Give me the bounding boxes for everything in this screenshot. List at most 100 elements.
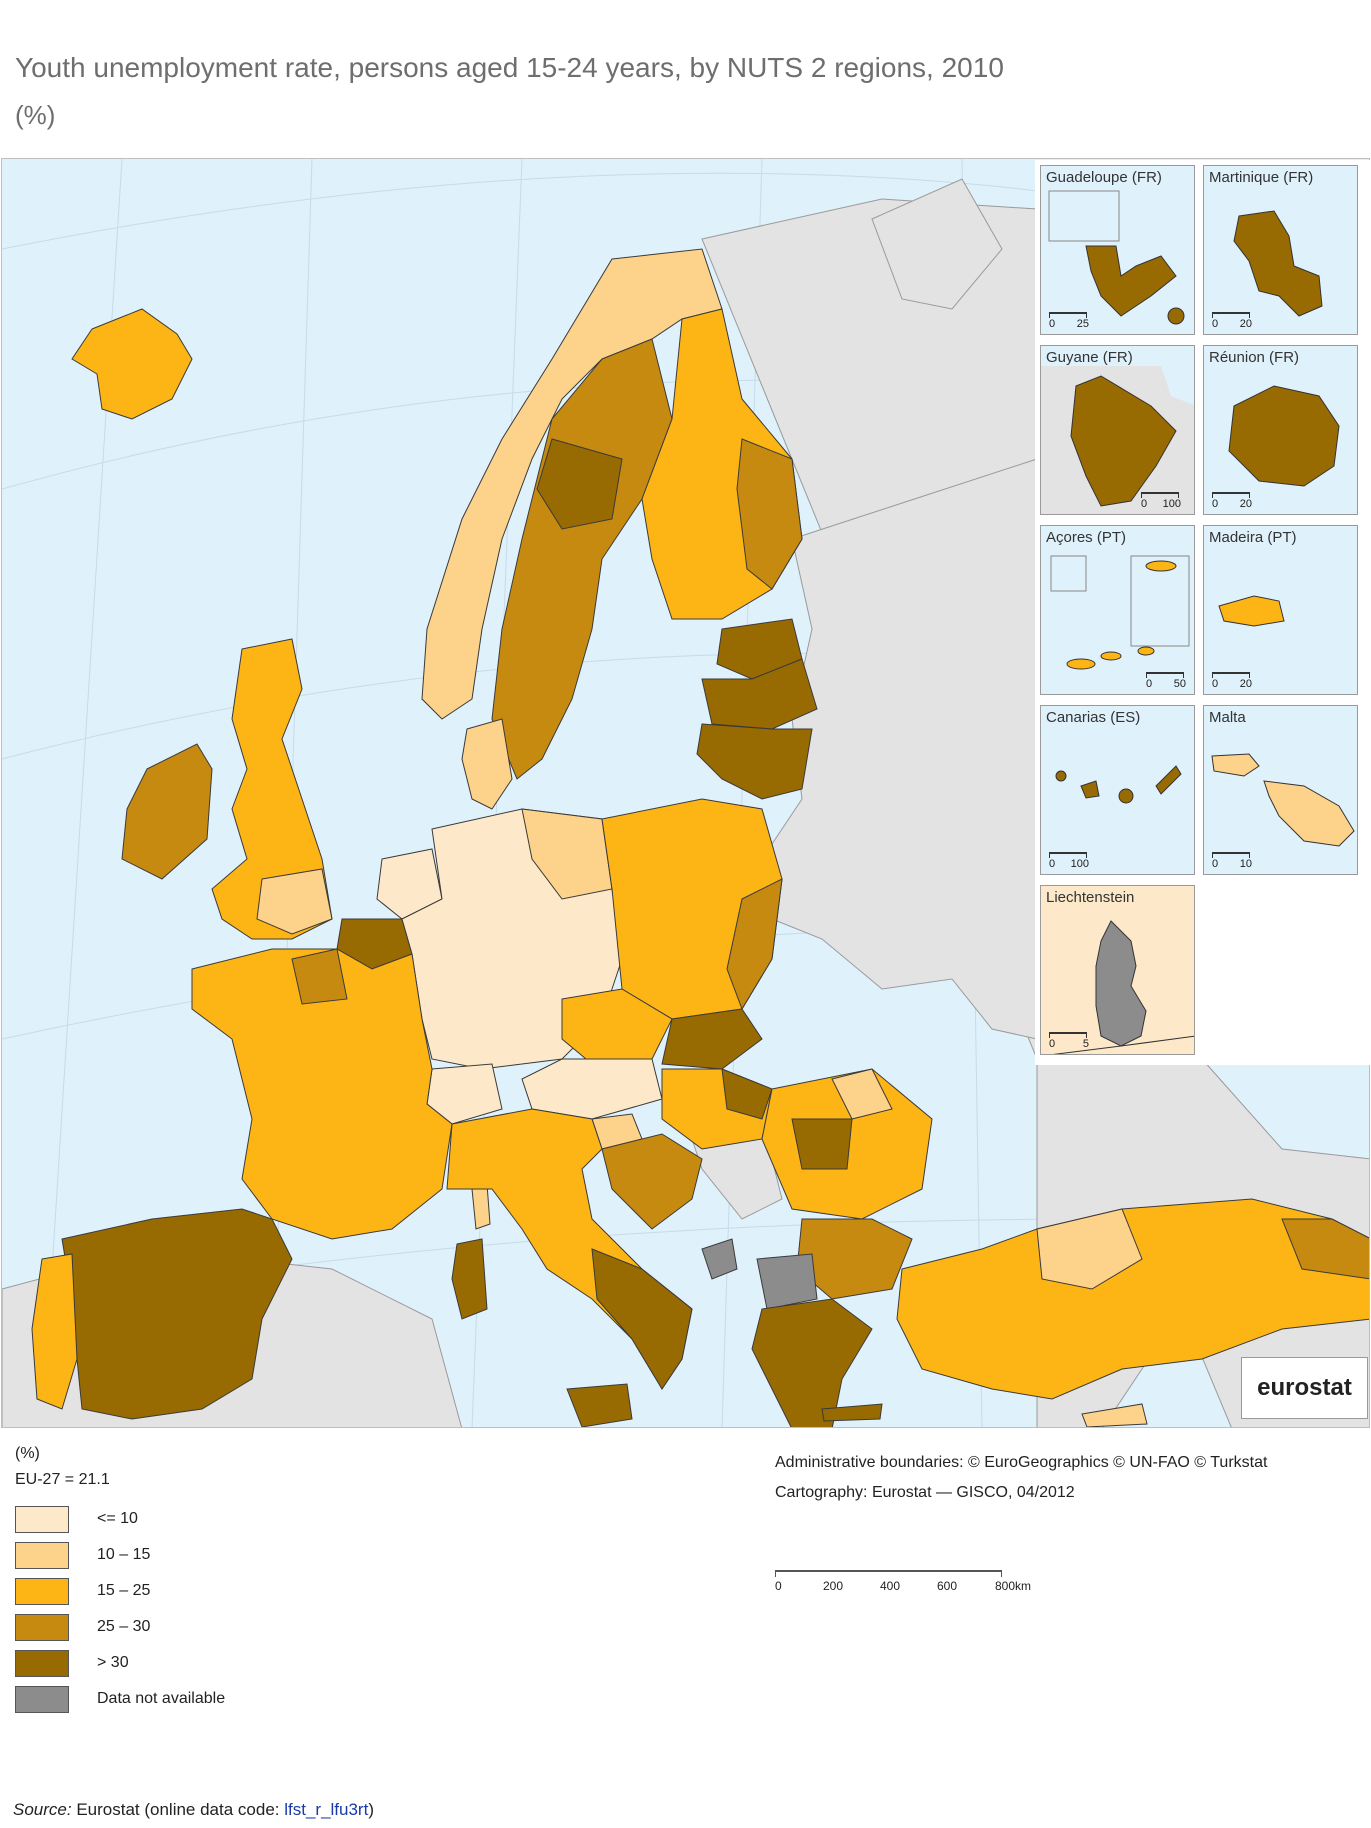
region-greece[interactable] [751,1298,873,1428]
region-iceland[interactable] [71,308,193,420]
legend-label: 25 – 30 [97,1618,151,1635]
region-corsica[interactable] [471,1183,491,1230]
legend-label: Data not available [97,1690,226,1707]
scale-label: 800km [995,1579,1032,1593]
region-italy-south[interactable] [591,1248,693,1390]
map-subtitle: (%) [15,100,56,130]
inset-label: Canarias (ES) [1046,709,1141,726]
legend-swatch [15,1685,69,1713]
scale-bar: 0 20 [1212,312,1252,330]
region-turkey-east[interactable] [1281,1218,1370,1280]
region-sweden-north[interactable] [536,438,623,530]
inset-canarias[interactable]: Canarias (ES) 0 100 [1040,705,1195,875]
legend-item: Data not available [15,1681,225,1717]
legend-item: <= 10 [15,1501,225,1537]
inset-shape [1228,385,1340,487]
inset-label: Malta [1209,709,1246,726]
scale-bar: 0 10 [1212,852,1252,870]
source-prefix: Source: [13,1800,72,1819]
legend-item: 25 – 30 [15,1609,225,1645]
region-poland-east[interactable] [726,878,783,1011]
legend-item: 15 – 25 [15,1573,225,1609]
region-france[interactable] [191,948,453,1240]
inset-label: Réunion (FR) [1209,349,1300,366]
scale-label: 0 [775,1579,782,1593]
inset-acores[interactable]: Açores (PT) 0 50 [1040,525,1195,695]
map-title: Youth unemployment rate, persons aged 15… [15,52,1004,83]
inset-guyane[interactable]: Guyane (FR) 0 100 [1040,345,1195,515]
region-fyrom[interactable] [756,1253,818,1310]
scale-bar: 0 20 [1212,492,1252,510]
main-scale-bar: 0 200 400 600 800km [775,1570,1031,1593]
legend-swatch [15,1613,69,1641]
region-sardinia[interactable] [451,1238,488,1320]
inset-malta[interactable]: Malta 0 10 [1203,705,1358,875]
region-greece-crete[interactable] [821,1403,883,1422]
inset-martinique[interactable]: Martinique (FR) 0 20 [1203,165,1358,335]
inset-label: Guyane (FR) [1046,349,1133,366]
scale-bar: 0 100 [1141,492,1181,510]
legend-unit: (%) [15,1445,40,1462]
source-text: Eurostat (online data code: [71,1800,285,1819]
region-ireland[interactable] [121,743,213,880]
region-uk-southeast[interactable] [256,868,333,935]
region-montenegro[interactable] [701,1238,738,1280]
region-sicily[interactable] [566,1383,633,1427]
region-sweden[interactable] [491,338,673,780]
legend: (%) EU-27 = 21.1 <= 10 10 – 15 15 – 25 2… [15,1445,225,1717]
region-hungary-north[interactable] [721,1068,773,1120]
inset-shape [1050,555,1190,670]
scale-bar: 0 100 [1049,852,1089,870]
legend-swatch [15,1649,69,1677]
region-turkey-central[interactable] [1036,1208,1143,1290]
region-latvia[interactable] [701,658,818,730]
region-croatia[interactable] [601,1133,703,1230]
inset-shape [1218,595,1285,627]
inset-label: Madeira (PT) [1209,529,1297,546]
inset-reunion[interactable]: Réunion (FR) 0 20 [1203,345,1358,515]
inset-shape [1052,920,1194,1054]
legend-swatch [15,1505,69,1533]
scale-bar: 0 25 [1049,312,1089,330]
inset-madeira[interactable]: Madeira (PT) 0 20 [1203,525,1358,695]
region-cyprus[interactable] [1081,1403,1148,1427]
region-lithuania[interactable] [696,723,813,800]
logo-text: eurostat [1257,1374,1352,1401]
source-code-link[interactable]: lfst_r_lfu3rt [284,1800,369,1819]
inset-guadeloupe[interactable]: Guadeloupe (FR) 0 25 [1040,165,1195,335]
credits: Administrative boundaries: © EuroGeograp… [775,1448,1267,1508]
legend-label: 10 – 15 [97,1546,151,1563]
scale-bar: 0 50 [1146,672,1186,690]
region-denmark[interactable] [461,718,513,810]
legend-label: <= 10 [97,1510,138,1527]
region-portugal[interactable] [31,1253,78,1410]
region-france-north[interactable] [291,948,348,1005]
legend-label: > 30 [97,1654,129,1671]
inset-shape [1233,210,1323,317]
inset-shape [1211,753,1355,847]
region-united-kingdom[interactable] [211,638,333,940]
credits-cartography: Cartography: Eurostat — GISCO, 04/2012 [775,1484,1075,1501]
credits-boundaries: Administrative boundaries: © EuroGeograp… [775,1454,1268,1471]
region-romania-center[interactable] [791,1118,853,1170]
legend-item: > 30 [15,1645,225,1681]
scale-label: 600 [937,1579,958,1593]
region-germany-east[interactable] [521,808,613,900]
scale-bar: 0 20 [1212,672,1252,690]
legend-swatch [15,1577,69,1605]
inset-label: Guadeloupe (FR) [1046,169,1162,186]
legend-item: 10 – 15 [15,1537,225,1573]
source-note: Source: Eurostat (online data code: lfst… [13,1800,374,1820]
region-austria[interactable] [521,1058,663,1120]
source-suffix: ) [368,1800,374,1819]
inset-shape [1041,366,1194,514]
scale-bar-line [775,1570,1002,1577]
inset-shape [1048,190,1185,325]
inset-label: Martinique (FR) [1209,169,1314,186]
region-finland-east[interactable] [736,438,803,590]
region-slovakia[interactable] [661,1008,763,1070]
region-romania-northeast[interactable] [831,1068,893,1120]
map-svg [2,159,1370,1428]
